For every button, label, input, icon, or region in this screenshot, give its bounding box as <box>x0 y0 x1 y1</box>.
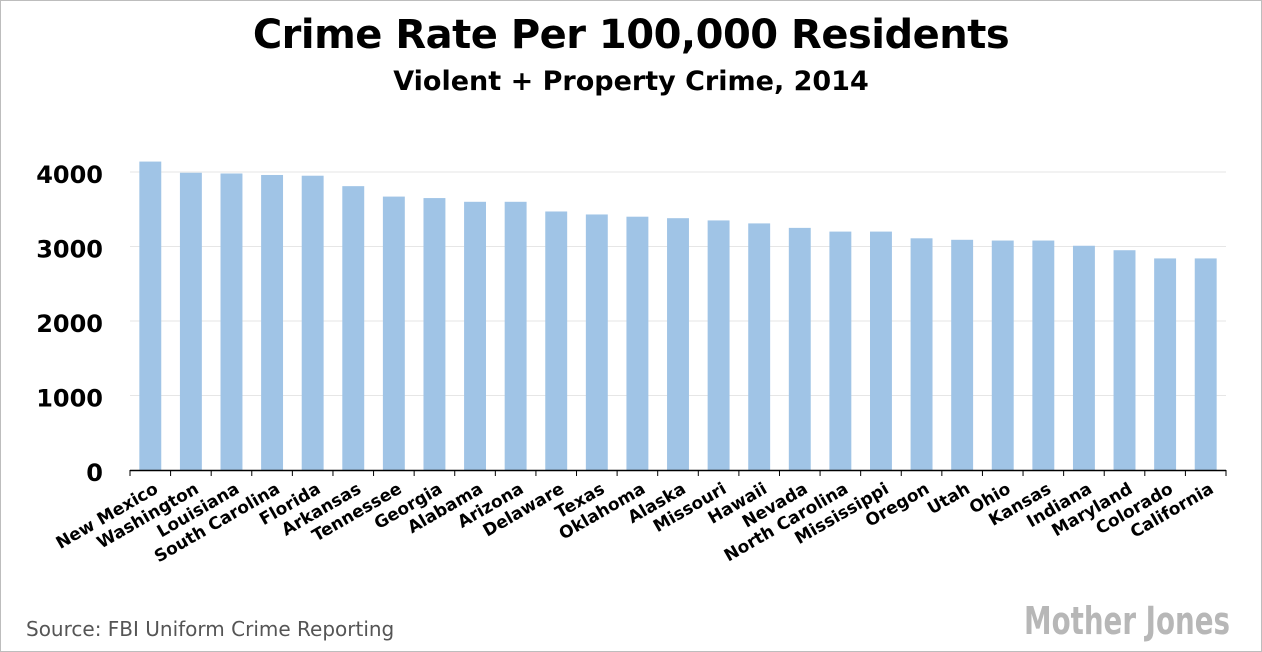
bar <box>667 218 689 470</box>
bar <box>870 231 892 470</box>
y-tick-label: 3000 <box>36 236 103 264</box>
mother-jones-logo: Mother Jones <box>1024 599 1230 642</box>
axes <box>129 469 1227 476</box>
bar <box>1194 258 1217 470</box>
bar <box>1032 240 1055 470</box>
y-tick-label: 1000 <box>36 385 103 413</box>
bar <box>545 211 568 471</box>
bars <box>139 161 1217 471</box>
bar <box>382 196 405 470</box>
bar <box>464 201 486 471</box>
bar <box>1113 250 1136 470</box>
bar <box>748 223 771 470</box>
bar <box>342 186 365 470</box>
chart-subtitle: Violent + Property Crime, 2014 <box>393 66 869 97</box>
bar <box>951 239 974 470</box>
bar <box>179 172 202 470</box>
y-tick-label: 0 <box>86 459 103 487</box>
logo-wordmark: Mother Jones <box>1024 599 1230 642</box>
bar <box>585 214 608 470</box>
bar <box>301 175 324 470</box>
bar <box>910 238 933 470</box>
bar <box>626 216 649 470</box>
y-tick-label: 2000 <box>36 310 103 338</box>
bar <box>788 227 811 470</box>
bar <box>1154 258 1177 470</box>
bar <box>139 161 162 470</box>
y-tick-labels: 0 1000 2000 3000 4000 <box>36 161 103 487</box>
chart-title: Crime Rate Per 100,000 Residents <box>252 12 1010 58</box>
bar <box>220 173 243 471</box>
bar <box>261 174 284 471</box>
bar <box>707 220 730 470</box>
source-note: Source: FBI Uniform Crime Reporting <box>26 617 395 641</box>
bar <box>829 231 852 470</box>
bar <box>1072 245 1095 470</box>
bar <box>504 201 527 471</box>
bar <box>991 240 1014 470</box>
x-tick-label: Utah <box>924 479 973 519</box>
y-tick-label: 4000 <box>36 161 103 189</box>
bar <box>423 198 446 470</box>
